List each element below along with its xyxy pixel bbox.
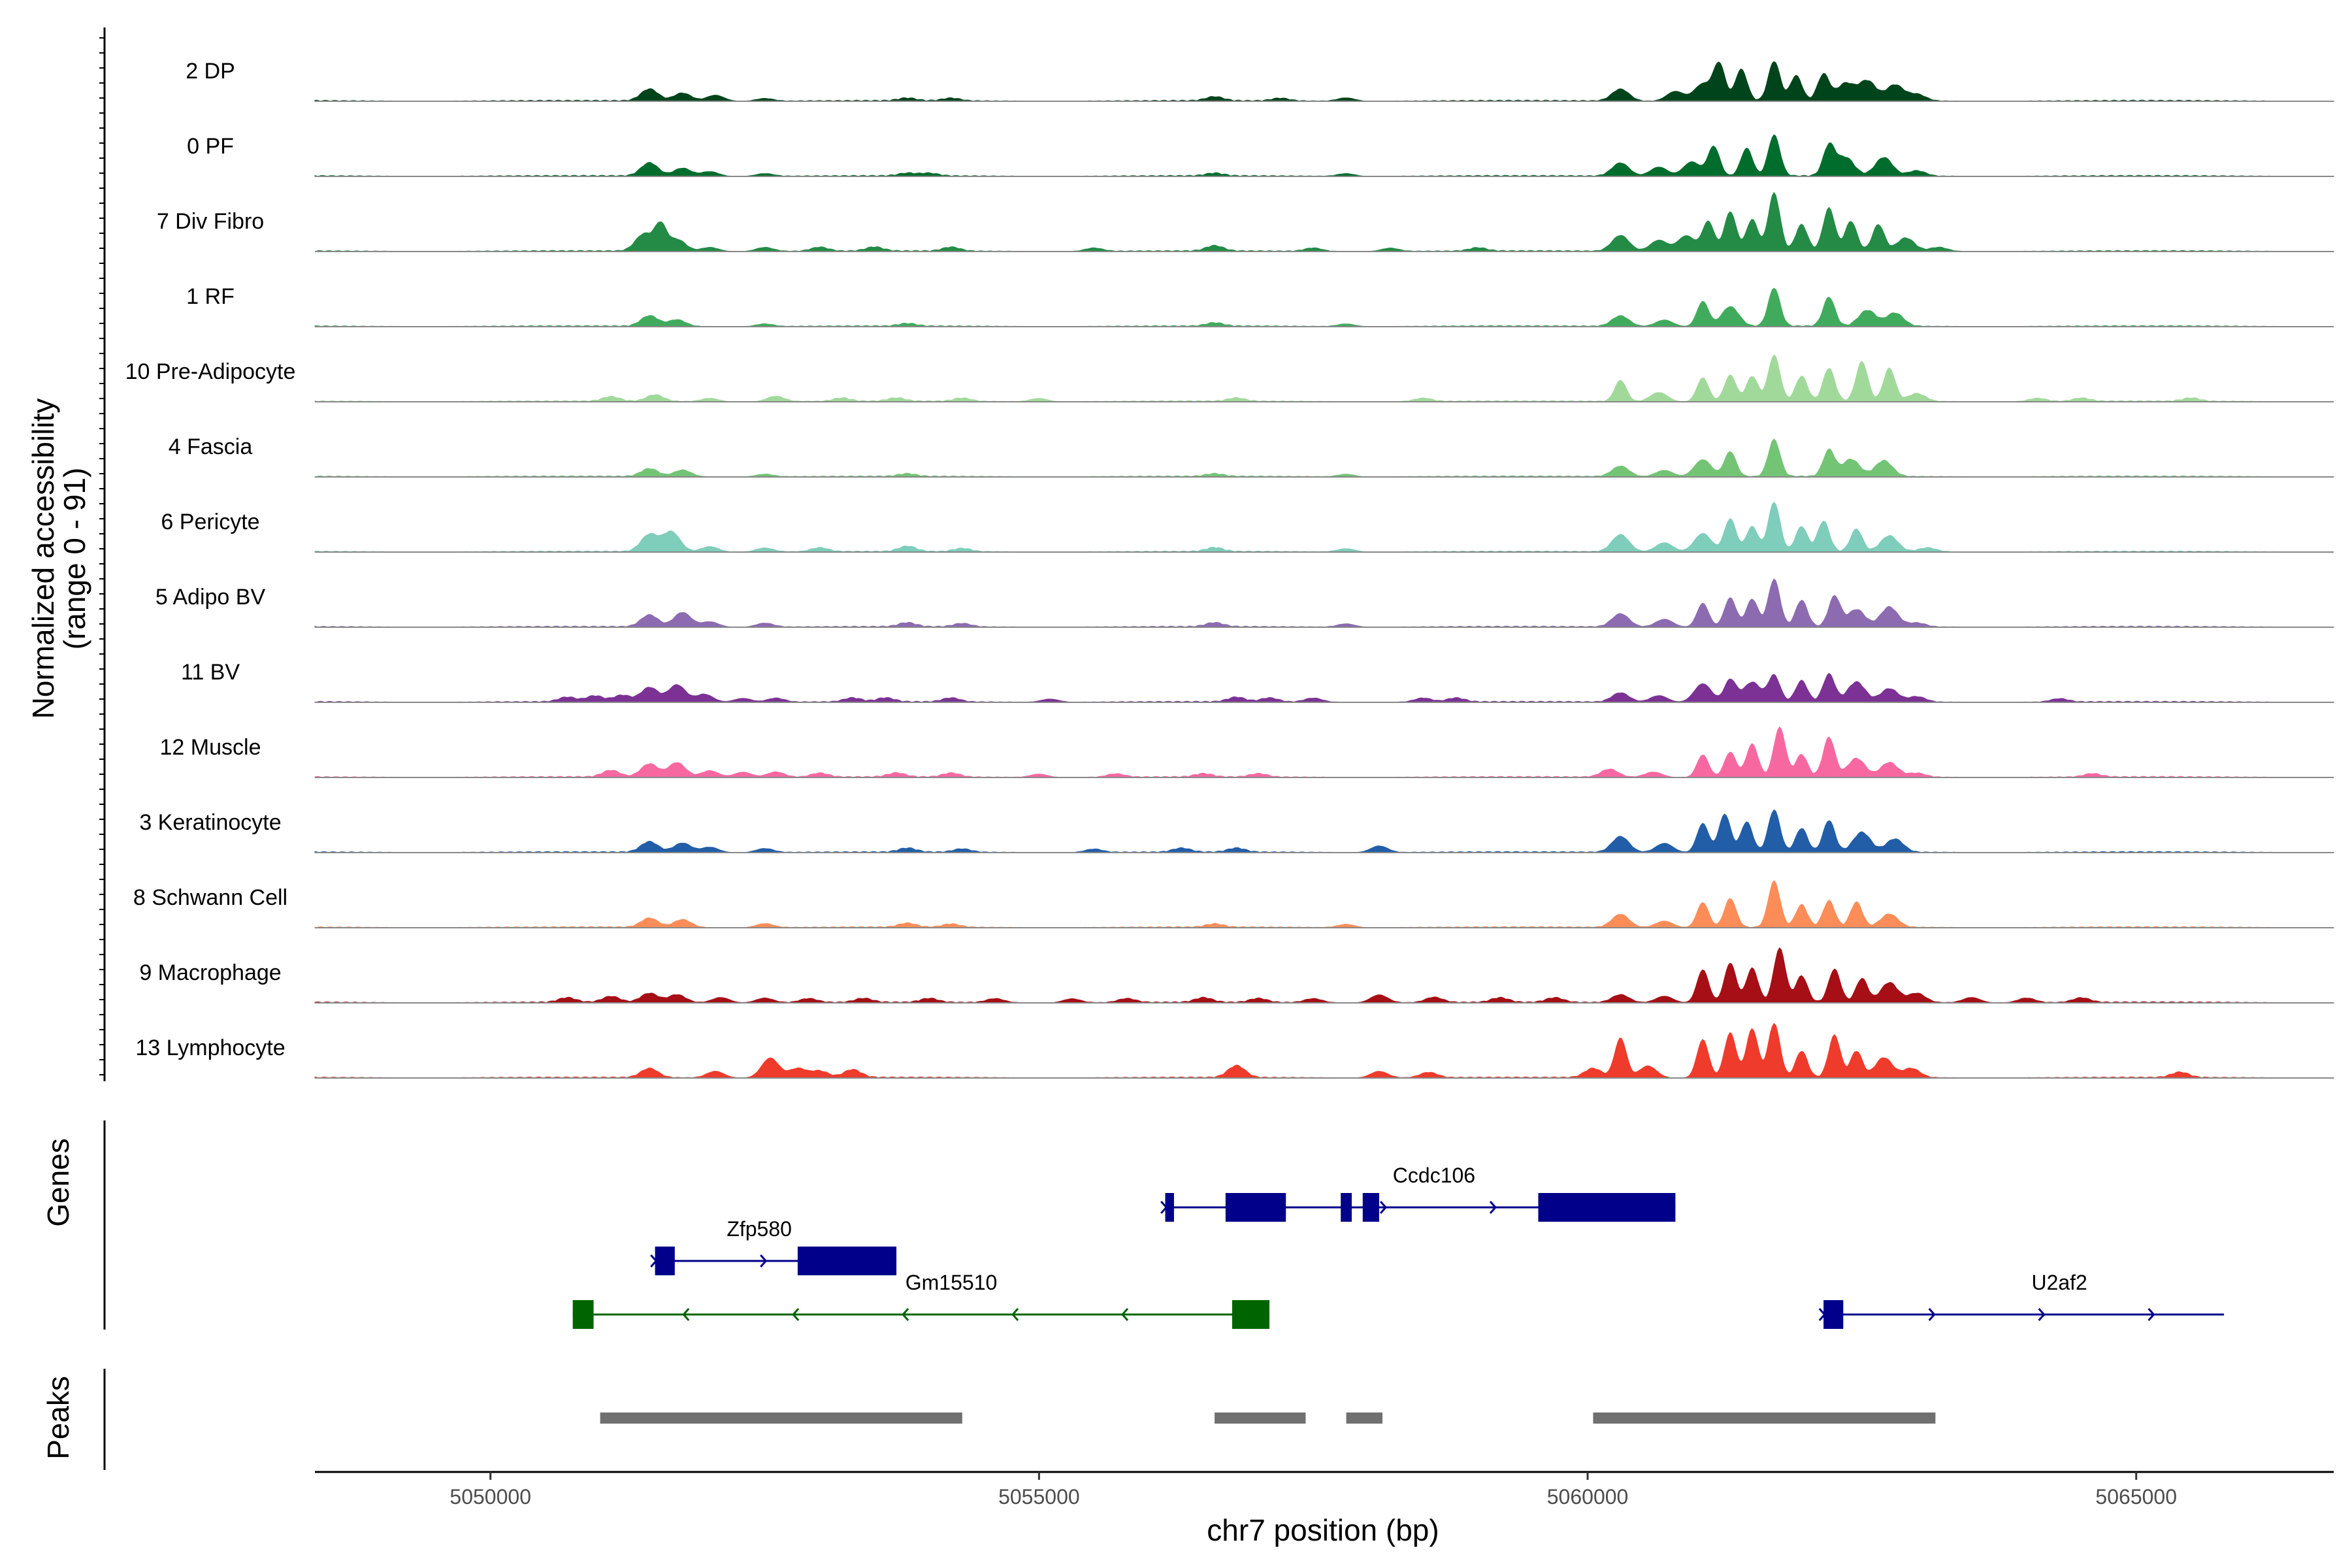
strand-arrow bbox=[2148, 1308, 2155, 1321]
peak-region bbox=[1215, 1413, 1306, 1424]
track-label: 10 Pre-Adipocyte bbox=[125, 359, 296, 384]
y-axis-title-range: (range 0 - 91) bbox=[57, 468, 91, 650]
track: 6 Pericyte bbox=[161, 501, 2334, 553]
track-label: 12 Muscle bbox=[160, 735, 261, 760]
coverage-area bbox=[314, 726, 2334, 778]
coverage-area bbox=[314, 578, 2334, 628]
peak-region bbox=[600, 1413, 962, 1424]
peaks-panel-title: Peaks bbox=[41, 1376, 75, 1460]
track-label: 9 Macrophage bbox=[139, 960, 281, 985]
track-label: 3 Keratinocyte bbox=[139, 810, 281, 835]
genes-panel: Zfp580 Ccdc106 Gm15510 U2af2 bbox=[572, 1164, 2225, 1329]
coverage-area bbox=[314, 501, 2334, 553]
exon bbox=[1341, 1193, 1352, 1222]
x-tick-label: 5050000 bbox=[449, 1485, 531, 1509]
track-label: 8 Schwann Cell bbox=[133, 885, 287, 910]
track-label: 11 BV bbox=[181, 660, 240, 685]
track-label: 0 PF bbox=[187, 134, 234, 159]
track-label: 5 Adipo BV bbox=[155, 585, 266, 610]
strand-arrow bbox=[902, 1308, 909, 1321]
coverage-area bbox=[314, 1022, 2334, 1079]
coverage-area bbox=[314, 354, 2334, 402]
x-tick-label: 5060000 bbox=[1547, 1485, 1629, 1509]
track: 1 RF bbox=[186, 284, 2334, 327]
track-label: 7 Div Fibro bbox=[157, 209, 264, 234]
track: 5 Adipo BV bbox=[155, 578, 2334, 628]
y-axis bbox=[99, 27, 106, 1470]
exon bbox=[797, 1247, 897, 1275]
exon bbox=[572, 1300, 594, 1329]
track: 0 PF bbox=[187, 134, 2334, 177]
peak-region bbox=[1346, 1413, 1383, 1424]
track: 12 Muscle bbox=[160, 726, 2334, 778]
exon bbox=[1225, 1193, 1286, 1222]
track: 4 Fascia bbox=[169, 434, 2334, 478]
coverage-area bbox=[314, 672, 2334, 703]
gene-label: Gm15510 bbox=[906, 1271, 998, 1294]
strand-arrow bbox=[682, 1308, 690, 1321]
track-label: 2 DP bbox=[186, 59, 235, 84]
coverage-area bbox=[314, 947, 2334, 1004]
coverage-area bbox=[314, 191, 2334, 252]
track: 8 Schwann Cell bbox=[133, 879, 2334, 928]
peaks-panel bbox=[600, 1413, 1936, 1424]
coverage-area bbox=[314, 809, 2334, 853]
strand-arrow bbox=[760, 1254, 768, 1267]
gene-label: Zfp580 bbox=[727, 1217, 792, 1241]
gene-label: U2af2 bbox=[2031, 1271, 2087, 1294]
genes-panel-title: Genes bbox=[41, 1138, 75, 1227]
coverage-area bbox=[314, 287, 2334, 327]
gene-u2af2: U2af2 bbox=[1818, 1271, 2225, 1329]
exon bbox=[1538, 1193, 1676, 1222]
x-tick-label: 5055000 bbox=[998, 1485, 1080, 1509]
track-label: 13 Lymphocyte bbox=[135, 1036, 285, 1060]
x-axis-title: chr7 position (bp) bbox=[1207, 1513, 1439, 1547]
x-axis: 5050000 5055000 5060000 5065000 bbox=[315, 1471, 2334, 1509]
gene-label: Ccdc106 bbox=[1393, 1164, 1475, 1187]
peak-region bbox=[1593, 1413, 1936, 1424]
gene-zfp580: Zfp580 bbox=[650, 1217, 897, 1275]
coverage-area bbox=[314, 438, 2334, 478]
coverage-tracks: 2 DP 0 PF 7 Div Fibro 1 RF 10 Pre-Adipocyte 4… bbox=[125, 59, 2334, 1079]
gene-ccdc106: Ccdc106 bbox=[1160, 1164, 1676, 1222]
track: 3 Keratinocyte bbox=[139, 809, 2334, 853]
strand-arrow bbox=[1120, 1308, 1129, 1321]
exon bbox=[1823, 1300, 1844, 1329]
exon bbox=[655, 1247, 675, 1275]
coverage-area bbox=[314, 134, 2334, 177]
strand-arrow bbox=[1928, 1308, 1936, 1321]
strand-arrow bbox=[1489, 1201, 1497, 1214]
track: 2 DP bbox=[186, 59, 2334, 102]
track: 11 BV bbox=[181, 660, 2334, 703]
strand-arrow bbox=[1011, 1308, 1019, 1321]
strand-arrow bbox=[1379, 1201, 1388, 1214]
exon bbox=[1362, 1193, 1379, 1222]
gene-gm15510: Gm15510 bbox=[572, 1271, 1270, 1329]
track: 13 Lymphocyte bbox=[135, 1022, 2334, 1079]
track-label: 1 RF bbox=[186, 284, 235, 309]
exon bbox=[1232, 1300, 1270, 1329]
track: 9 Macrophage bbox=[139, 947, 2334, 1004]
strand-arrow bbox=[792, 1308, 800, 1321]
exon bbox=[1165, 1193, 1174, 1222]
coverage-area bbox=[314, 61, 2334, 102]
coverage-area bbox=[314, 879, 2334, 928]
x-tick-label: 5065000 bbox=[2095, 1485, 2177, 1509]
track: 7 Div Fibro bbox=[157, 191, 2334, 252]
track: 10 Pre-Adipocyte bbox=[125, 354, 2334, 402]
track-label: 6 Pericyte bbox=[161, 510, 259, 534]
strand-arrow bbox=[2038, 1308, 2046, 1321]
track-label: 4 Fascia bbox=[169, 434, 253, 459]
y-axis-title: Normalized accessibility bbox=[26, 399, 60, 719]
